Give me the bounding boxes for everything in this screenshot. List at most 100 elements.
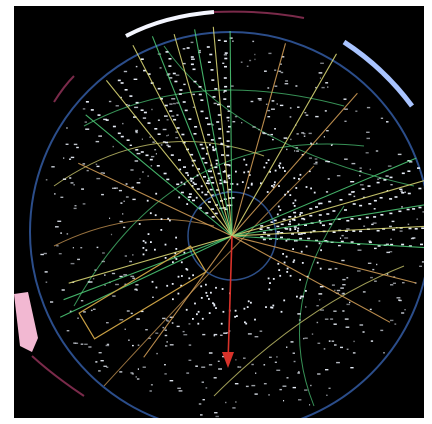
- hit: [304, 224, 307, 226]
- hit: [276, 356, 278, 358]
- hit: [232, 121, 236, 123]
- hit: [289, 220, 291, 223]
- hit: [213, 102, 217, 105]
- hit: [177, 387, 181, 389]
- hit: [230, 85, 234, 87]
- hit: [193, 133, 197, 135]
- hit: [231, 197, 235, 199]
- hit: [191, 185, 194, 187]
- hit: [258, 99, 262, 101]
- hit: [269, 356, 272, 358]
- hit: [299, 237, 303, 240]
- hit: [254, 393, 258, 395]
- hit: [179, 89, 183, 91]
- hit: [338, 244, 341, 247]
- hit: [168, 58, 172, 60]
- hit: [215, 415, 219, 418]
- hit: [219, 179, 222, 182]
- hit: [212, 148, 215, 151]
- hit: [147, 175, 149, 177]
- hit: [119, 275, 123, 278]
- jet-box-outline: [78, 245, 207, 340]
- hit: [362, 331, 365, 333]
- hit: [86, 169, 89, 172]
- hit: [178, 390, 183, 392]
- hit: [390, 284, 394, 286]
- hit: [254, 53, 256, 56]
- hit: [315, 86, 317, 89]
- hit: [232, 40, 234, 42]
- hit: [260, 225, 264, 227]
- hit: [389, 251, 393, 253]
- hit: [344, 237, 349, 239]
- hit: [234, 115, 238, 118]
- hit: [88, 281, 93, 283]
- hit: [157, 87, 161, 90]
- hit: [169, 77, 173, 79]
- hit: [133, 78, 138, 80]
- hit: [398, 210, 402, 213]
- hit: [325, 82, 329, 84]
- hit: [183, 183, 186, 186]
- hit: [342, 278, 346, 281]
- hit: [196, 188, 200, 190]
- hit: [212, 124, 214, 126]
- hit: [82, 108, 86, 110]
- hit: [367, 262, 372, 264]
- hit: [202, 399, 205, 401]
- hit: [119, 319, 124, 321]
- hit: [237, 366, 239, 368]
- hit: [258, 128, 260, 131]
- hit: [280, 310, 283, 313]
- hit: [120, 96, 122, 99]
- hit: [167, 145, 171, 148]
- hit: [272, 186, 275, 188]
- hit: [164, 104, 168, 107]
- hit: [217, 172, 221, 175]
- hit: [271, 185, 273, 187]
- hit: [149, 136, 151, 138]
- hit: [269, 238, 272, 240]
- hit: [205, 212, 209, 214]
- hit: [250, 301, 252, 304]
- hit: [247, 186, 250, 189]
- hit: [194, 302, 196, 305]
- hit: [283, 261, 286, 264]
- hit: [276, 213, 279, 216]
- hit: [246, 65, 249, 67]
- hit: [328, 387, 331, 389]
- hit: [74, 205, 77, 207]
- hit: [303, 133, 306, 135]
- hit: [336, 361, 340, 364]
- hit: [331, 144, 333, 146]
- hit: [226, 154, 230, 157]
- hit: [109, 217, 111, 219]
- hit: [294, 199, 297, 202]
- hit: [202, 333, 206, 336]
- hit: [151, 108, 153, 111]
- hit: [83, 311, 86, 313]
- hit: [339, 237, 342, 239]
- hit: [311, 333, 314, 335]
- hit: [119, 220, 123, 223]
- hit: [394, 323, 397, 325]
- hit: [172, 72, 176, 75]
- hit: [136, 152, 141, 155]
- hit: [262, 238, 266, 241]
- hit: [130, 169, 134, 171]
- hit: [267, 87, 270, 89]
- hit: [244, 321, 246, 324]
- hit: [102, 252, 105, 254]
- hit: [336, 175, 341, 177]
- hit: [285, 255, 288, 258]
- hit: [92, 278, 95, 280]
- hit: [143, 69, 147, 72]
- hit: [196, 174, 199, 177]
- hit: [192, 159, 196, 162]
- hit: [341, 234, 344, 237]
- hit: [225, 401, 227, 404]
- hit: [316, 305, 319, 307]
- hit: [243, 357, 246, 359]
- hit: [225, 181, 229, 184]
- hit: [350, 241, 354, 243]
